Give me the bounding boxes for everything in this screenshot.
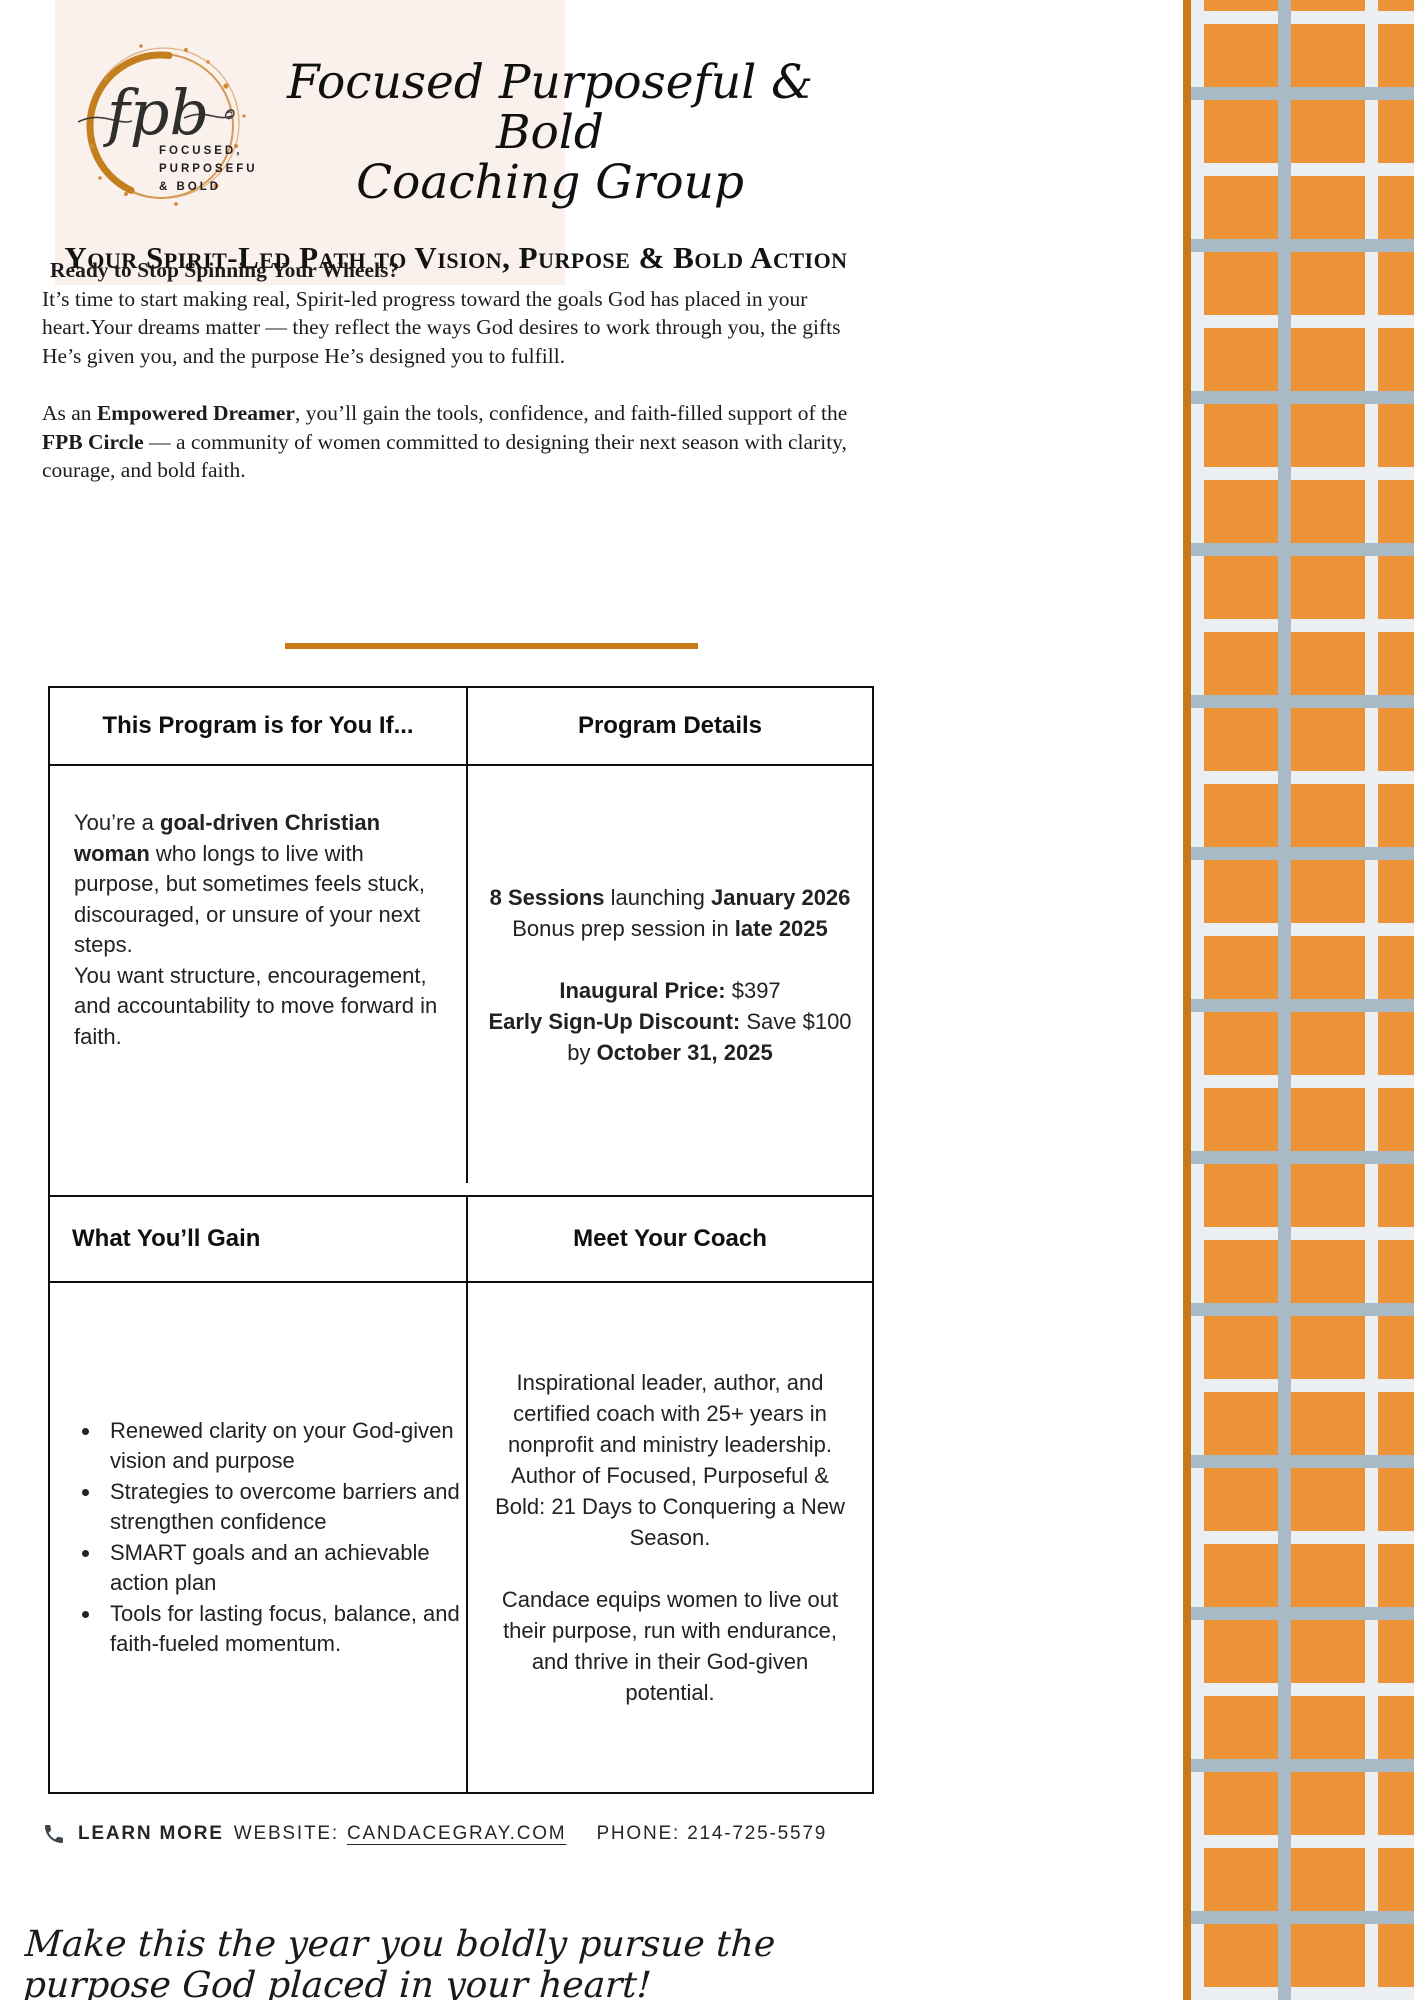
website-label: WEBSITE: — [233, 1823, 339, 1844]
intro-section: Ready to Stop Spinning Your Wheels? It’s… — [42, 256, 872, 485]
logo-monogram: fpb — [103, 76, 209, 149]
details-bonus: Bonus prep session in late 2025 — [512, 915, 828, 941]
orange-divider — [285, 643, 698, 649]
details-deadline: by October 31, 2025 — [567, 1039, 773, 1065]
intro-paragraph-2: As an Empowered Dreamer, you’ll gain the… — [42, 401, 848, 482]
coach-cell: Inspirational leader, author, and certif… — [466, 1283, 872, 1792]
intro-heading: Ready to Stop Spinning Your Wheels? — [50, 258, 400, 282]
website-link[interactable]: CANDACEGRAY.COM — [346, 1823, 567, 1844]
details-sessions: 8 Sessions launching January 2026 — [489, 884, 851, 910]
gain-bullet: SMART goals and an achievable action pla… — [102, 1538, 466, 1599]
page-title-line1: Focused Purposeful & Bold — [286, 55, 814, 160]
tile-pattern-panel — [1191, 0, 1414, 2000]
logo-line3: & BOLD — [159, 181, 221, 193]
gain-bullet: Strategies to overcome barriers and stre… — [102, 1477, 466, 1538]
gain-coach-table: What You’ll Gain Meet Your Coach Renewed… — [48, 1195, 874, 1794]
intro-paragraph-1: It’s time to start making real, Spirit-l… — [42, 286, 841, 368]
phone-number: 214-725-5579 — [687, 1823, 828, 1844]
details-discount: Early Sign-Up Discount: Save $100 — [488, 1008, 852, 1034]
gains-list: Renewed clarity on your God-given vision… — [50, 1416, 466, 1660]
fpb-logo: fpb FOCUSED, PURPOSEFUL & BOLD — [66, 26, 265, 222]
program-table: This Program is for You If... Program De… — [48, 686, 874, 1227]
header-meet-your-coach: Meet Your Coach — [466, 1197, 872, 1283]
phone-label: PHONE: 214-725-5579 — [596, 1823, 827, 1845]
page-subtitle: Your Spirit-Led Path to Vision, Purpose … — [64, 240, 848, 275]
gains-cell: Renewed clarity on your God-given vision… — [50, 1283, 466, 1792]
learn-more-label: LEARN MORE — [78, 1823, 224, 1844]
header-this-program: This Program is for You If... — [50, 688, 466, 766]
page-title-line2: Coaching Group — [356, 155, 744, 210]
phone-icon — [45, 1825, 63, 1843]
coach-paragraph-1: Inspirational leader, author, and certif… — [495, 1370, 845, 1550]
header-what-youll-gain: What You’ll Gain — [50, 1197, 466, 1283]
header-program-details: Program Details — [466, 688, 872, 766]
orange-border-strip — [1183, 0, 1191, 2000]
for-you-cell: You’re a goal-driven Christian woman who… — [74, 810, 438, 1049]
fpb-logo-icon: fpb FOCUSED, PURPOSEFUL & BOLD — [77, 44, 265, 206]
header-pink-panel — [55, 0, 565, 285]
gain-bullet: Tools for lasting focus, balance, and fa… — [102, 1599, 466, 1660]
gain-bullet: Renewed clarity on your God-given vision… — [102, 1416, 466, 1477]
contact-bar: LEARN MORE WEBSITE: CANDACEGRAY.COM PHON… — [42, 1822, 827, 1846]
coach-paragraph-2: Candace equips women to live out their p… — [501, 1587, 839, 1705]
phone-label-text: PHONE: — [596, 1823, 681, 1844]
program-details-cell: 8 Sessions launching January 2026 Bonus … — [466, 766, 872, 1183]
details-price: Inaugural Price: $397 — [559, 977, 781, 1003]
tagline: Make this the year you boldly pursue the… — [21, 1924, 777, 2000]
logo-line2: PURPOSEFUL — [159, 163, 256, 175]
logo-line1: FOCUSED, — [159, 145, 242, 157]
page-title: Focused Purposeful & Bold Coaching Group — [250, 58, 850, 208]
